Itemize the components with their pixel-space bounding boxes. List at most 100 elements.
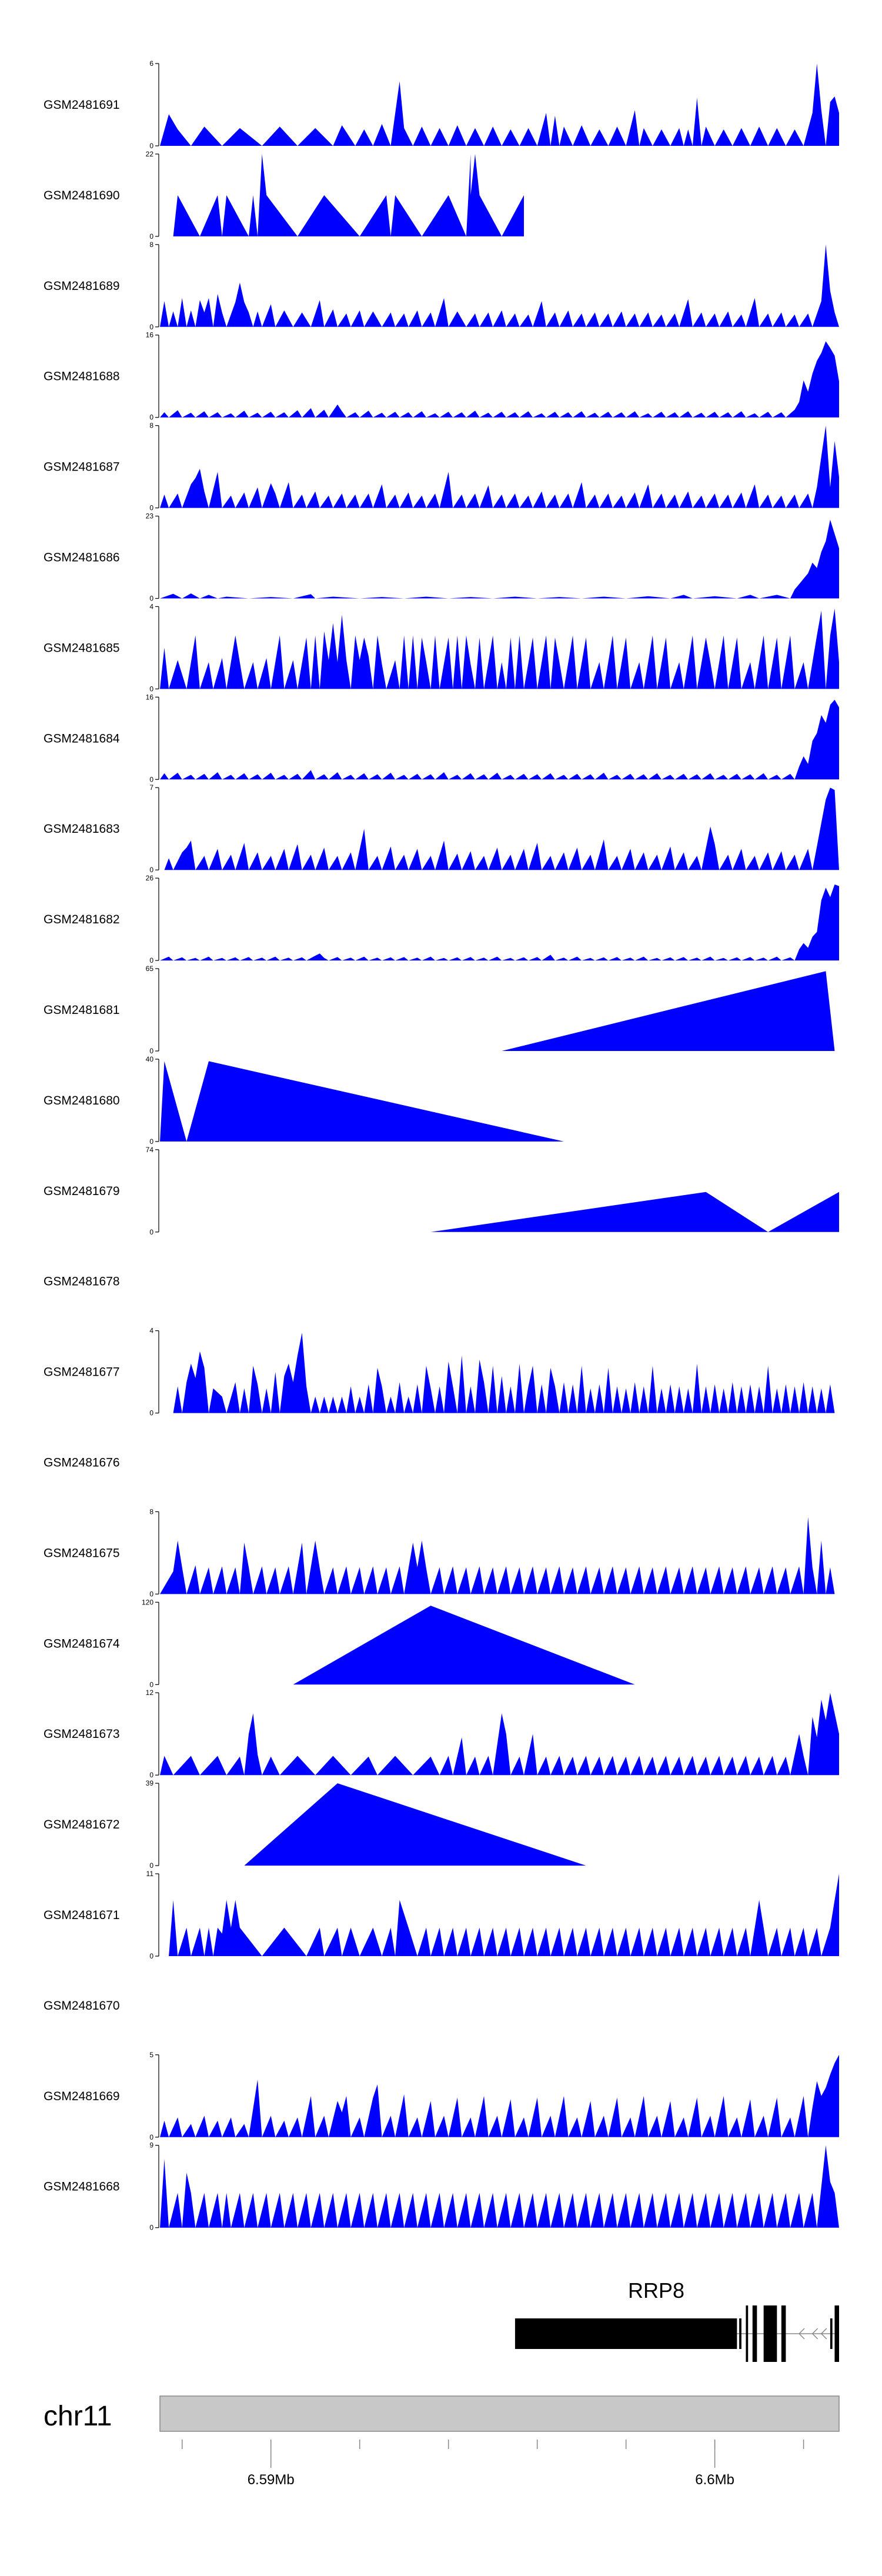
coverage-area [160,154,524,236]
coverage-area [160,425,839,508]
coverage-area [160,1333,839,1413]
y-axis-zero-label: 0 [149,1680,153,1689]
track-label: GSM2481690 [44,189,120,202]
y-axis-max-label: 5 [149,2051,153,2059]
gene-exon [781,2305,786,2362]
coverage-area [160,884,839,961]
chromosome-ideogram [159,2395,840,2432]
y-axis-zero-label: 0 [149,956,153,965]
track-label: GSM2481678 [44,1275,120,1289]
y-axis-max-label: 22 [146,150,154,158]
coverage-area [160,1152,839,1232]
track-gsm2481672: GSM2481672 39 0 [44,1779,839,1870]
y-axis-max-label: 16 [146,693,154,701]
y-axis-max-label: 65 [146,965,154,973]
y-axis-max-label: 4 [149,602,153,610]
track-label: GSM2481691 [44,98,120,112]
track-label: GSM2481673 [44,1727,120,1741]
coverage-area [160,244,839,327]
track-gsm2481668: GSM2481668 9 0 [44,2141,839,2232]
track-gsm2481684: GSM2481684 16 0 [44,693,839,783]
track-gsm2481686: GSM2481686 23 0 [44,512,839,603]
y-axis-max-label: 39 [146,1779,154,1787]
y-axis-zero-label: 0 [149,1137,153,1146]
y-axis-zero-label: 0 [149,685,153,693]
coverage-area [160,1693,839,1776]
coverage-area [160,1783,839,1866]
y-axis-max-label: 26 [146,874,154,882]
y-axis-max-label: 74 [146,1146,154,1154]
track-label: GSM2481675 [44,1546,120,1560]
chromosome-label: chr11 [44,2401,112,2432]
coverage-area [160,519,839,599]
coverage-area [160,341,839,418]
gene-exon [763,2305,777,2362]
coverage-area [160,64,839,146]
track-gsm2481670: GSM2481670 [44,1999,120,2013]
gene-exon [834,2305,839,2362]
coverage-area [160,2054,839,2137]
track-label: GSM2481671 [44,1908,120,1922]
strand-arrow-icon [820,2328,827,2340]
track-gsm2481682: GSM2481682 26 0 [44,874,839,965]
track-label: GSM2481677 [44,1366,120,1379]
track-gsm2481674: GSM2481674 120 0 [44,1598,839,1689]
y-axis-max-label: 4 [149,1327,153,1335]
gene-exon [752,2305,757,2362]
coverage-area [160,788,839,870]
y-axis-max-label: 40 [146,1055,154,1063]
y-axis-zero-label: 0 [149,1861,153,1870]
track-label: GSM2481683 [44,822,120,836]
track-gsm2481687: GSM2481687 8 0 [44,422,839,512]
track-gsm2481680: GSM2481680 40 0 [44,1055,839,1146]
track-label: GSM2481689 [44,279,120,293]
track-label: GSM2481686 [44,551,120,565]
y-axis-zero-label: 0 [149,504,153,512]
track-label: GSM2481669 [44,2090,120,2103]
track-label: GSM2481672 [44,1818,120,1831]
y-axis-zero-label: 0 [149,1771,153,1779]
track-gsm2481690: GSM2481690 22 0 [44,150,524,241]
y-axis-max-label: 120 [142,1598,153,1606]
track-gsm2481691: GSM2481691 6 0 [44,59,839,150]
track-gsm2481679: GSM2481679 74 0 [44,1146,839,1236]
y-axis-zero-label: 0 [149,595,153,603]
y-axis-zero-label: 0 [149,232,153,241]
y-axis-zero-label: 0 [149,1047,153,1055]
y-axis-max-label: 8 [149,422,153,430]
y-axis-zero-label: 0 [149,775,153,783]
track-label: GSM2481680 [44,1094,120,1107]
gene-exon [746,2305,749,2362]
coverage-area [160,1606,839,1685]
track-label: GSM2481676 [44,1456,120,1470]
y-axis-max-label: 8 [149,1507,153,1516]
y-axis-zero-label: 0 [149,866,153,874]
y-axis-zero-label: 0 [149,413,153,422]
track-label: GSM2481687 [44,461,120,474]
gene-exon [830,2318,833,2349]
strand-arrow-icon [798,2328,805,2340]
y-axis-zero-label: 0 [149,323,153,331]
chromosome-ideogram-track: chr11 [44,2395,840,2432]
y-axis-zero-label: 0 [149,1409,153,1417]
y-axis-max-label: 8 [149,241,153,249]
y-axis-max-label: 16 [146,331,154,339]
coverage-tracks: GSM248169160GSM2481690220GSM248168980GSM… [44,59,839,2232]
track-gsm2481673: GSM2481673 12 0 [44,1689,839,1779]
track-label: GSM2481679 [44,1184,120,1198]
track-label: GSM2481681 [44,1003,120,1017]
track-label: GSM2481668 [44,2180,120,2194]
y-axis-zero-label: 0 [149,1590,153,1598]
track-label: GSM2481674 [44,1637,120,1650]
track-label: GSM2481670 [44,1999,120,2013]
gene-name-label: RRP8 [628,2278,684,2303]
track-gsm2481678: GSM2481678 [44,1275,120,1289]
coverage-area [160,2145,839,2228]
genome-position-label: 6.59Mb [248,2472,295,2488]
coverage-area [160,1517,839,1594]
track-gsm2481677: GSM2481677 4 0 [44,1327,839,1417]
coverage-area [160,1874,839,1956]
genome-axis-track: 6.59Mb 6.6Mb [181,2440,804,2488]
track-gsm2481681: GSM2481681 65 0 [44,965,839,1055]
